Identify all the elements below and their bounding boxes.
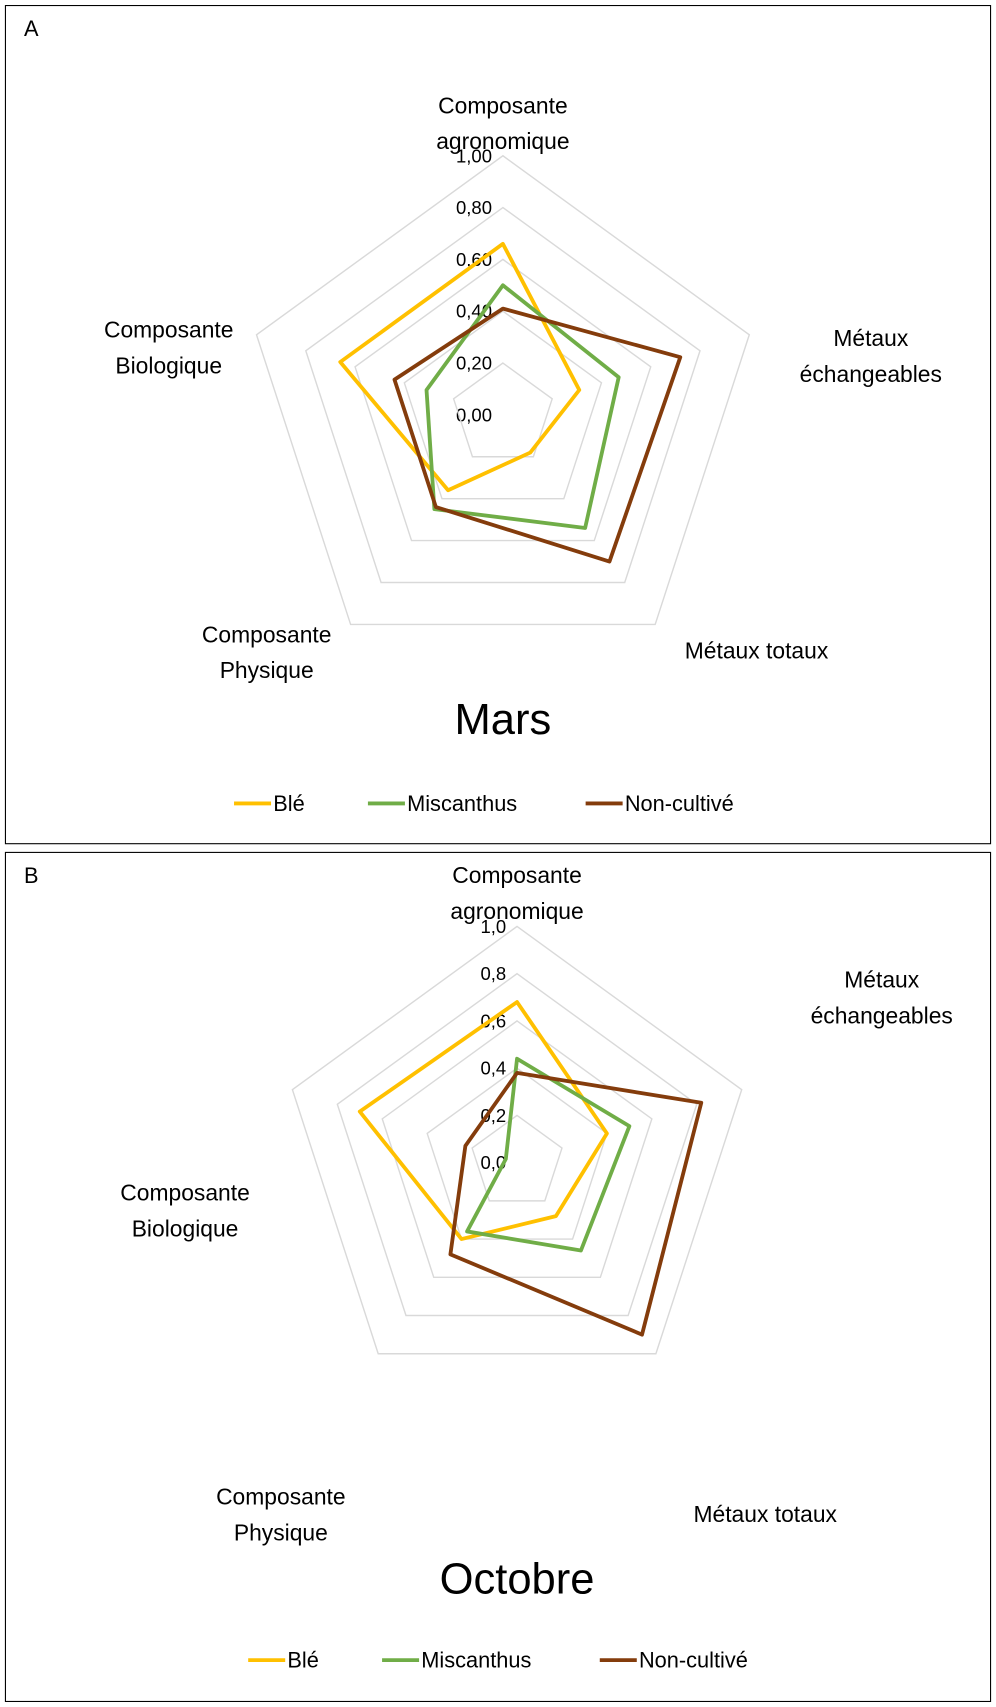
grid-line xyxy=(381,1020,653,1279)
series-line xyxy=(448,1070,704,1337)
axis-label: Biologique xyxy=(132,1216,239,1242)
axis-label: Physique xyxy=(234,1519,328,1545)
grid-line xyxy=(336,972,698,1317)
axis-label: Métaux totaux xyxy=(685,638,829,664)
tick-label: 0,8 xyxy=(480,963,506,984)
axis-label: Composante xyxy=(438,92,568,118)
chart-title: Mars xyxy=(455,696,552,744)
axis-label: Composante xyxy=(202,621,332,647)
tick-label: 0,00 xyxy=(456,404,492,425)
grid-line xyxy=(304,206,701,584)
axis-label: Composante xyxy=(120,1180,250,1206)
grid-line xyxy=(452,362,554,458)
axis-label: Physique xyxy=(220,657,314,683)
grid-line xyxy=(255,154,751,626)
legend-label: Miscanthus xyxy=(407,791,517,816)
legend-label: Blé xyxy=(273,791,304,816)
chart-title: Octobre xyxy=(440,1556,595,1604)
panel-frame xyxy=(4,851,992,1703)
series-line xyxy=(357,1000,609,1241)
tick-label: 0,4 xyxy=(480,1058,506,1079)
series-line xyxy=(424,283,621,530)
tick-label: 0,2 xyxy=(480,1105,506,1126)
axis-label: Composante xyxy=(104,317,234,343)
tick-label: 1,0 xyxy=(480,916,506,937)
tick-label: 0,40 xyxy=(456,301,492,322)
tick-label: 0,20 xyxy=(456,353,492,374)
axis-label: Métaux xyxy=(844,966,919,992)
series-line xyxy=(392,306,683,564)
tick-label: 1,00 xyxy=(456,145,492,166)
panel-label: A xyxy=(24,16,39,41)
series-line xyxy=(465,1056,632,1253)
axis-label: Composante xyxy=(216,1483,346,1509)
axis-label: Composante xyxy=(452,862,582,888)
legend-label: Miscanthus xyxy=(421,1648,531,1673)
tick-label: 0,60 xyxy=(456,249,492,270)
grid-line xyxy=(471,1114,563,1202)
grid-line xyxy=(354,258,652,542)
legend-label: Blé xyxy=(287,1648,318,1673)
axis-label: échangeables xyxy=(811,1002,953,1028)
panel-label: B xyxy=(24,863,39,888)
axis-label: agronomique xyxy=(450,898,583,924)
grid-line xyxy=(403,310,603,500)
grid-line xyxy=(291,925,743,1355)
panel-frame xyxy=(4,4,992,845)
legend-label: Non-cultivé xyxy=(639,1648,748,1673)
legend-label: Non-cultivé xyxy=(625,791,734,816)
axis-label: échangeables xyxy=(800,361,942,387)
axis-label: Métaux xyxy=(833,325,908,351)
axis-label: agronomique xyxy=(436,128,569,154)
axis-label: Métaux totaux xyxy=(693,1501,837,1527)
tick-label: 0,80 xyxy=(456,197,492,218)
series-line xyxy=(338,241,582,493)
axis-label: Biologique xyxy=(115,352,222,378)
